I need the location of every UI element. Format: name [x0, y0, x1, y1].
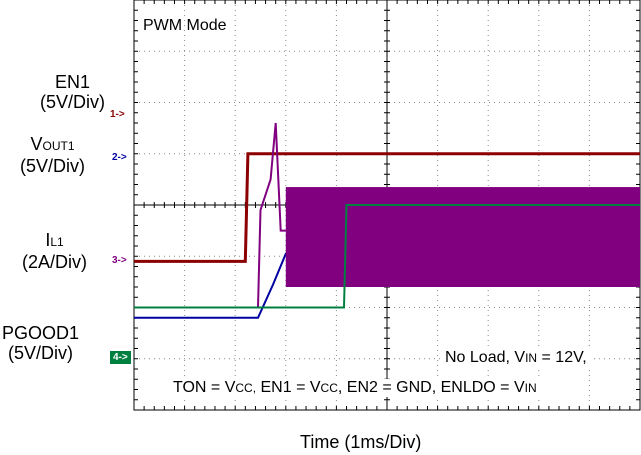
condition-line-2: TON = VCC, EN1 = VCC, EN2 = GND, ENLDO =… — [170, 379, 540, 397]
ch3-label: IL1 (2A/Div) — [22, 230, 87, 272]
ch4-marker: 4-> — [110, 351, 131, 364]
ch1-scale: (5V/Div) — [40, 92, 106, 112]
trace-PGOOD1 — [134, 204, 640, 309]
ch2-name: VOUT1 — [30, 134, 75, 154]
traces — [134, 122, 640, 319]
ch4-scale: (5V/Div) — [8, 343, 74, 363]
ch1-name: EN1 — [55, 72, 91, 92]
condition-line-1: No Load, VIN = 12V, — [442, 349, 590, 367]
ch2-marker: 2-> — [112, 152, 127, 163]
ch2-label: VOUT1 (5V/Div) — [20, 134, 85, 176]
ch3-marker: 3-> — [112, 255, 127, 266]
ch3-name: IL1 — [45, 230, 64, 250]
trace-IL1-envelope — [285, 187, 640, 287]
ch4-label: PGOOD1 (5V/Div) — [2, 323, 79, 363]
chart-title: PWM Mode — [143, 17, 227, 34]
ch1-marker: 1-> — [110, 109, 125, 120]
x-axis-label: Time (1ms/Div) — [300, 432, 422, 452]
ch3-scale: (2A/Div) — [22, 252, 88, 272]
ch4-name: PGOOD1 — [2, 323, 80, 343]
ch1-label: EN1 (5V/Div) — [40, 72, 105, 112]
trace-EN1 — [134, 152, 640, 263]
ch2-scale: (5V/Div) — [20, 156, 86, 176]
